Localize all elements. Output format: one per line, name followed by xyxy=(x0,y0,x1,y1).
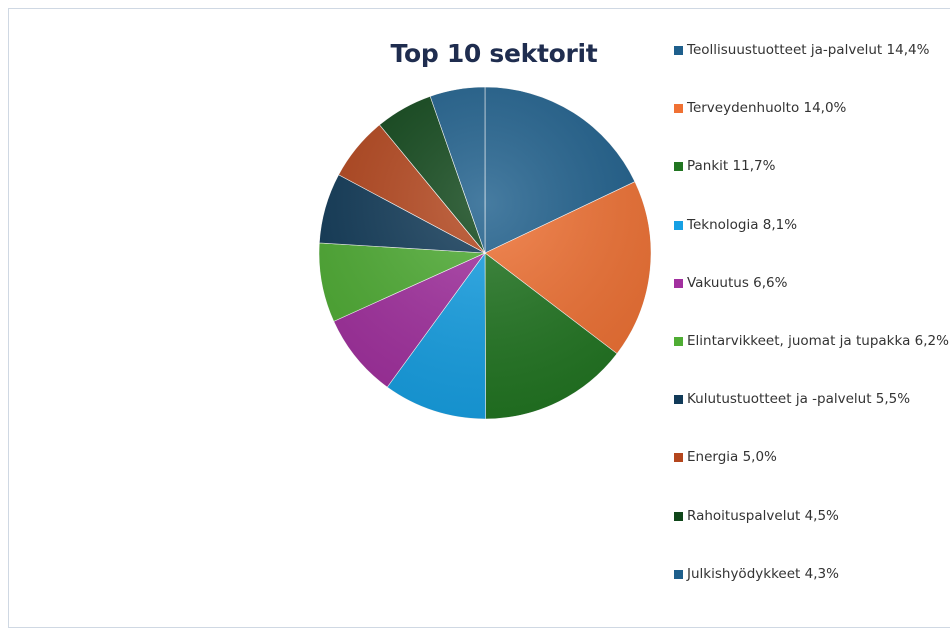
legend-item: Pankit 11,7% xyxy=(674,158,950,216)
legend-item: Elintarvikkeet, juomat ja tupakka 6,2% xyxy=(674,333,950,391)
pie-slices xyxy=(318,86,652,420)
legend-label: Elintarvikkeet, juomat ja tupakka 6,2% xyxy=(687,332,949,349)
legend-swatch xyxy=(674,46,683,55)
legend-swatch xyxy=(674,511,683,521)
legend-label: Julkishyödykkeet 4,3% xyxy=(687,565,839,582)
legend-label: Rahoituspalvelut 4,5% xyxy=(687,507,839,524)
legend-swatch xyxy=(674,336,683,346)
legend-label: Kulutustuotteet ja -palvelut 5,5% xyxy=(687,391,911,408)
legend-swatch xyxy=(674,395,683,405)
legend-label: Teknologia 8,1% xyxy=(687,216,798,233)
legend-swatch xyxy=(674,104,683,114)
legend-item: Teknologia 8,1% xyxy=(674,217,950,275)
legend-item: Rahoituspalvelut 4,5% xyxy=(674,508,950,566)
legend-swatch xyxy=(674,220,683,230)
legend-label: Teollisuustuotteet ja-palvelut 14,4% xyxy=(687,42,930,58)
legend-item: Kulutustuotteet ja -palvelut 5,5% xyxy=(674,391,950,449)
legend-label: Terveydenhuolto 14,0% xyxy=(687,100,847,117)
legend-swatch xyxy=(674,162,683,172)
legend-item: Vakuutus 6,6% xyxy=(674,275,950,333)
legend-swatch xyxy=(674,278,683,288)
legend: Teollisuustuotteet ja-palvelut 14,4% Terv… xyxy=(674,42,950,624)
legend-item: Terveydenhuolto 14,0% xyxy=(674,100,950,158)
legend-item: Julkishyödykkeet 4,3% xyxy=(674,566,950,624)
legend-label: Pankit 11,7% xyxy=(687,158,776,175)
legend-swatch xyxy=(674,569,683,579)
legend-swatch xyxy=(674,453,683,463)
legend-item: Energia 5,0% xyxy=(674,449,950,507)
pie-chart xyxy=(318,86,652,420)
legend-label: Energia 5,0% xyxy=(687,449,777,466)
chart-title: Top 10 sektorit xyxy=(390,39,598,68)
legend-item: Teollisuustuotteet ja-palvelut 14,4% xyxy=(674,42,950,100)
legend-label: Vakuutus 6,6% xyxy=(687,274,788,291)
